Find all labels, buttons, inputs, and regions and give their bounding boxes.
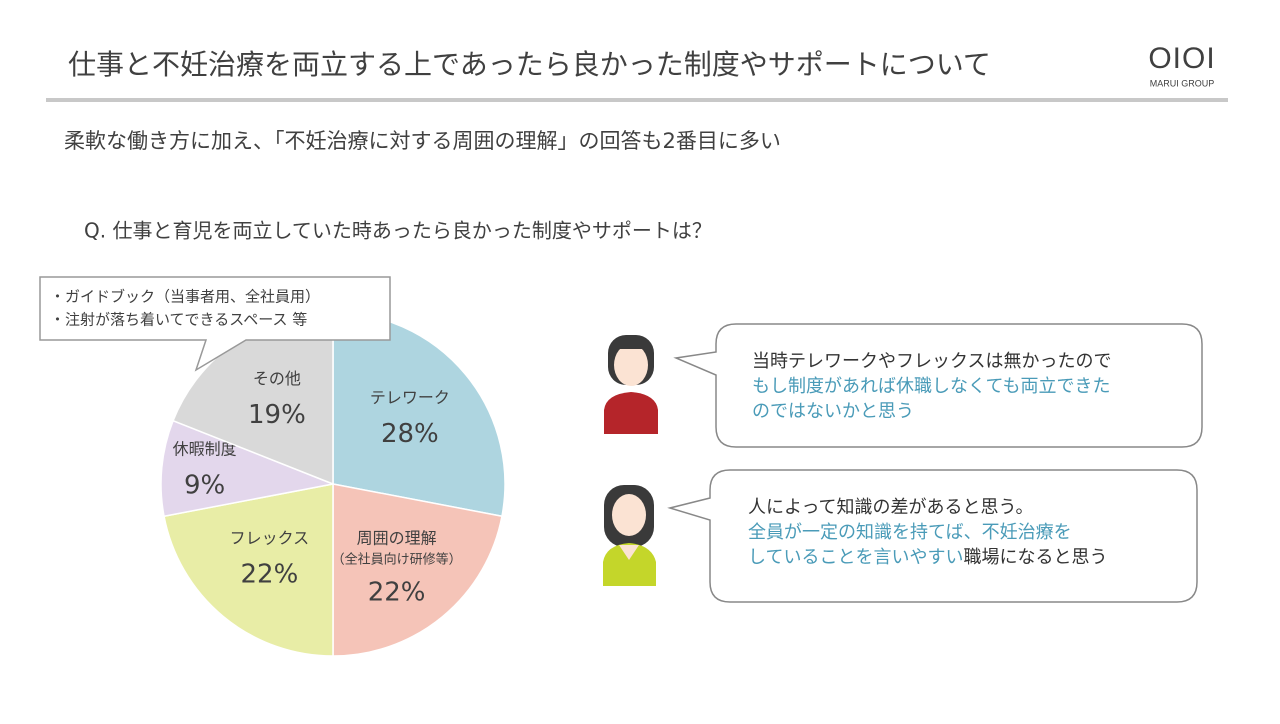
value-label: 9%: [184, 470, 225, 500]
slice-label: フレックス: [230, 528, 310, 547]
comment-line: していることを言いやすい職場になると思う: [748, 547, 1107, 568]
slice-label: テレワーク: [370, 388, 450, 407]
comment-line: もし制度があれば休職しなくても両立できた: [752, 376, 1111, 397]
comment-text: もし制度があれば休職しなくても両立できた: [752, 376, 1111, 397]
slice-label: 周囲の理解: [357, 528, 437, 547]
comment-line: のではないかと思う: [752, 401, 914, 422]
callout-box: [39, 276, 391, 372]
pie-slice: [160, 419, 336, 518]
comment-text: 当時テレワークやフレックスは無かったので: [752, 351, 1111, 372]
subtitle: 柔軟な働き方に加え、「不妊治療に対する周囲の理解」の回答も2番目に多い: [64, 129, 781, 153]
pie-chart: テレワーク 28% 周囲の理解 （全社員向け研修等） 22% フレックス 22% 休暇制度 9%…: [160, 311, 506, 657]
comment-text: のではないかと思う: [752, 401, 914, 422]
comment-line: 当時テレワークやフレックスは無かったので: [752, 351, 1111, 372]
value-label: 28%: [381, 419, 439, 449]
question: Q. 仕事と育児を両立していた時あったら良かった制度やサポートは？: [84, 219, 712, 243]
value-label: 19%: [248, 400, 306, 430]
comment-text: 職場になると思う: [963, 547, 1107, 568]
comments: 当時テレワークやフレックスは無かったのでもし制度があれば休職しなくても両立できた…: [748, 351, 1111, 568]
callout-line: ・ガイドブック（当事者用、全社員用）: [50, 288, 320, 306]
comment-line: 人によって知識の差があると思う。: [748, 497, 1033, 518]
person-icon: [603, 485, 656, 586]
pie-slice: [332, 483, 503, 657]
value-label: 22%: [241, 559, 299, 589]
slice-label: その他: [253, 369, 301, 388]
slice-label: 休暇制度: [173, 439, 237, 458]
logo: OIOI: [1148, 42, 1215, 75]
person-icon: [604, 335, 658, 434]
pie-slice: [163, 483, 334, 657]
pie-slice: [332, 311, 506, 518]
comment-text: していることを言いやすい: [748, 547, 963, 568]
speech-bubble: [673, 323, 1203, 448]
comment-text: 人によって知識の差があると思う。: [748, 497, 1033, 518]
speech-bubble: [667, 469, 1198, 603]
slide-title: 仕事と不妊治療を両立する上であったら良かった制度やサポートについて: [68, 48, 991, 81]
title-rule: [46, 98, 1228, 102]
comment-text: 全員が一定の知識を持てば、不妊治療を: [748, 522, 1072, 543]
value-label: 22%: [368, 577, 426, 607]
callout-line: ・注射が落ち着いてできるスペース 等: [50, 311, 307, 329]
slice-note: （全社員向け研修等）: [332, 551, 462, 567]
comment-line: 全員が一定の知識を持てば、不妊治療を: [748, 522, 1072, 543]
logo-sub: MARUI GROUP: [1150, 78, 1215, 88]
